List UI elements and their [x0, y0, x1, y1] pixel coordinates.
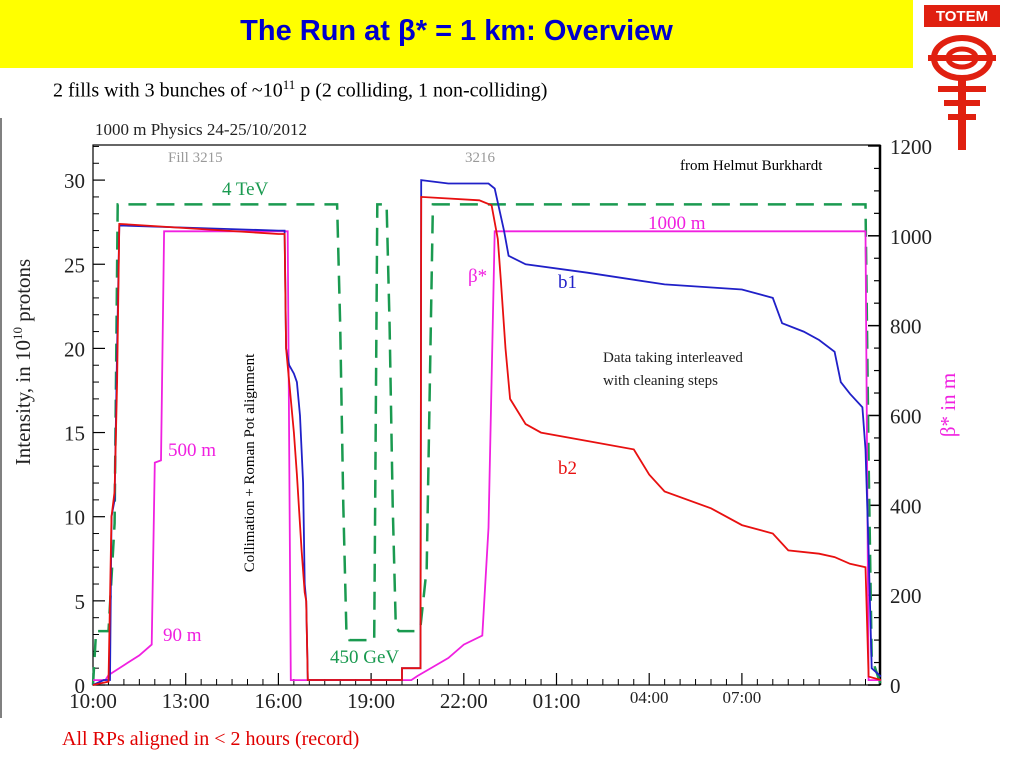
x-tick-label: 07:00	[723, 688, 762, 707]
logo-bar	[928, 55, 996, 61]
interleaved-label-2: with cleaning steps	[603, 373, 718, 389]
subtitle-main: 2 fills with 3 bunches of ~10	[53, 79, 283, 102]
subtitle-rest: p (2 colliding, 1 non-colliding)	[295, 79, 548, 102]
energy-450gev-label: 450 GeV	[330, 647, 399, 668]
left-tick-label: 30	[64, 169, 85, 193]
beta-star-label: β*	[468, 266, 487, 287]
logo-banner	[924, 5, 1000, 27]
left-tick-label: 15	[64, 422, 85, 446]
interleaved-label-1: Data taking interleaved	[603, 350, 743, 366]
series-b1-line	[92, 179, 882, 686]
credit-box	[676, 153, 874, 177]
subtitle-exponent: 11	[282, 77, 296, 92]
y-axis-label-right: β* in m	[936, 373, 960, 437]
left-tick-label: 10	[64, 506, 85, 530]
b2-label: b2	[558, 458, 577, 479]
logo-crossbar-3	[948, 114, 976, 120]
logo-crossbar-2	[944, 100, 980, 106]
energy-4tev-label: 4 TeV	[222, 179, 269, 200]
y-axis-label-left: Intensity, in 1010 protons	[10, 259, 35, 465]
x-tick-label: 10:00	[69, 689, 117, 713]
left-tick-label: 25	[64, 253, 85, 277]
fill1-label: Fill 3215	[168, 150, 223, 166]
beta-500m-label: 500 m	[168, 440, 216, 461]
right-tick-label: 1000	[890, 225, 932, 249]
y-label-main: Intensity, in 10	[11, 340, 35, 465]
y-label-exponent: 10	[10, 327, 25, 340]
left-tick-label: 5	[75, 590, 86, 614]
left-axis: 0 5 10 15 20 25 30	[64, 145, 105, 698]
slide-subtitle: 2 fills with 3 bunches of ~1011 p (2 col…	[53, 77, 547, 103]
right-tick-label: 0	[890, 674, 901, 698]
x-axis: 10:00 13:00 16:00 19:00 22:00 01:00 04:00 07:00	[69, 673, 866, 713]
totem-logo: TOTEM	[924, 5, 1000, 150]
x-tick-label: 16:00	[254, 689, 302, 713]
series-layer	[91, 179, 883, 686]
y-label-tail: protons	[11, 259, 35, 327]
plot-border	[92, 144, 881, 686]
beta-90m-label: 90 m	[163, 625, 202, 646]
right-tick-label: 800	[890, 315, 922, 339]
right-tick-label: 600	[890, 404, 922, 428]
b1-label: b1	[558, 272, 577, 293]
logo-crossbar-1	[938, 86, 986, 92]
left-tick-label: 20	[64, 337, 85, 361]
logo-text: TOTEM	[936, 8, 988, 25]
slide-title: The Run at β* = 1 km: Overview	[240, 15, 673, 47]
plot-frame	[92, 144, 882, 686]
right-tick-label: 200	[890, 584, 922, 608]
right-tick-label: 400	[890, 494, 922, 518]
x-tick-label: 04:00	[630, 688, 669, 707]
intensity-chart: 1000 m Physics 24-25/10/2012 0 5 10 15 20 25 3…	[0, 118, 960, 718]
x-tick-label: 01:00	[533, 689, 581, 713]
beta-1000m-label: 1000 m	[648, 213, 706, 234]
collimation-label: Collimation + Roman Pot alignment	[242, 353, 258, 572]
x-tick-label: 19:00	[347, 689, 395, 713]
left-tick-label: 0	[75, 674, 86, 698]
series-b2-line	[92, 195, 882, 686]
credit-text: from Helmut Burkhardt	[680, 158, 823, 174]
x-tick-label: 13:00	[162, 689, 210, 713]
right-tick-label: 1200	[890, 135, 932, 159]
plot-title: 1000 m Physics 24-25/10/2012	[95, 120, 307, 139]
title-bar	[0, 0, 913, 68]
right-axis: 0 200 400 600 800 1000 1200	[868, 135, 932, 698]
fill2-label: 3216	[465, 150, 496, 166]
x-tick-label: 22:00	[440, 689, 488, 713]
slide-footer: All RPs aligned in < 2 hours (record)	[62, 728, 360, 750]
